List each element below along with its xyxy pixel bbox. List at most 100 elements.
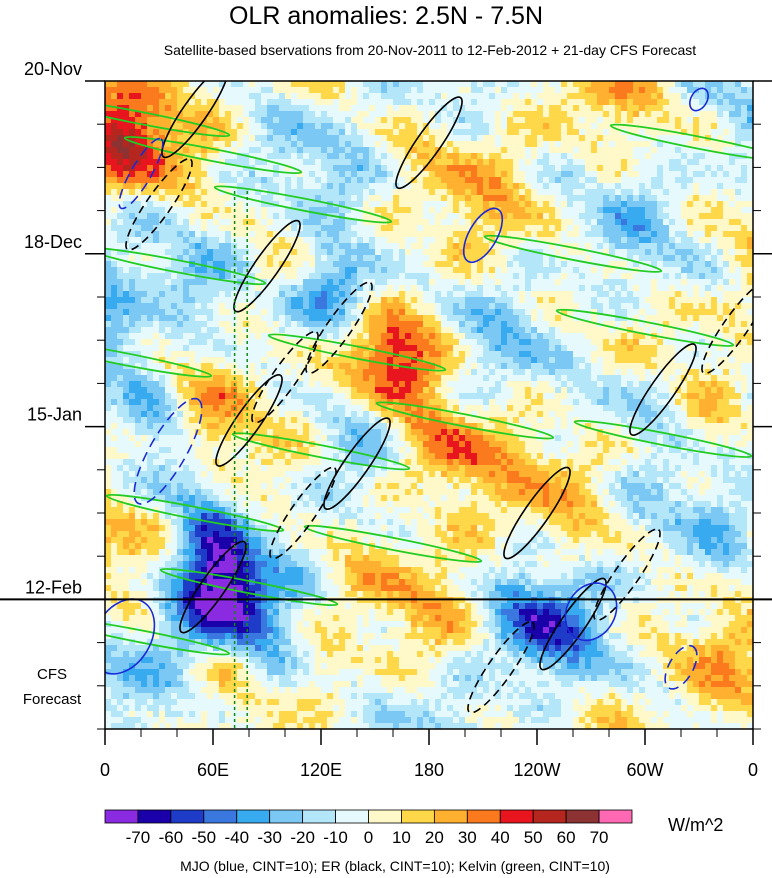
olr-cell [543, 315, 550, 322]
olr-cell [729, 303, 736, 310]
olr-cell [201, 201, 208, 208]
olr-cell [177, 93, 184, 100]
olr-cell [441, 267, 448, 274]
olr-cell [279, 249, 286, 256]
olr-cell [117, 291, 124, 298]
olr-cell [291, 183, 298, 190]
olr-cell [453, 285, 460, 292]
olr-cell [423, 219, 430, 226]
olr-cell [219, 93, 226, 100]
olr-cell [633, 261, 640, 268]
olr-cell [693, 219, 700, 226]
olr-cell [255, 99, 262, 106]
olr-cell [591, 111, 598, 118]
olr-cell [651, 327, 658, 334]
olr-cell [543, 321, 550, 328]
olr-cell [375, 183, 382, 190]
olr-cell [381, 111, 388, 118]
olr-cell [135, 297, 142, 304]
olr-cell [615, 177, 622, 184]
olr-cell [711, 153, 718, 160]
olr-cell [129, 123, 136, 130]
olr-cell [519, 309, 526, 316]
olr-cell [435, 225, 442, 232]
olr-cell [375, 165, 382, 172]
olr-cell [561, 213, 568, 220]
olr-cell [699, 273, 706, 280]
olr-cell [567, 309, 574, 316]
olr-cell [435, 261, 442, 268]
olr-cell [675, 255, 682, 262]
olr-cell [699, 327, 706, 334]
olr-cell [705, 339, 712, 346]
olr-cell [459, 123, 466, 130]
olr-cell [675, 87, 682, 94]
olr-cell [165, 93, 172, 100]
olr-cell [639, 165, 646, 172]
olr-cell [447, 219, 454, 226]
olr-cell [267, 195, 274, 202]
olr-cell [237, 291, 244, 298]
olr-cell [579, 327, 586, 334]
olr-cell [171, 213, 178, 220]
olr-cell [399, 273, 406, 280]
olr-cell [279, 111, 286, 118]
olr-cell [363, 255, 370, 262]
olr-cell [171, 351, 178, 358]
olr-cell [699, 177, 706, 184]
olr-cell [681, 117, 688, 124]
olr-cell [207, 93, 214, 100]
olr-cell [129, 225, 136, 232]
olr-cell [249, 93, 256, 100]
olr-cell [495, 255, 502, 262]
olr-cell [681, 171, 688, 178]
olr-cell [693, 303, 700, 310]
olr-cell [201, 87, 208, 94]
olr-cell [393, 93, 400, 100]
olr-cell [639, 183, 646, 190]
olr-cell [681, 165, 688, 172]
olr-cell [657, 93, 664, 100]
olr-cell [345, 195, 352, 202]
olr-cell [399, 225, 406, 232]
olr-cell [273, 243, 280, 250]
olr-cell [705, 189, 712, 196]
olr-cell [261, 93, 268, 100]
olr-cell [693, 297, 700, 304]
olr-cell [423, 105, 430, 112]
olr-cell [483, 291, 490, 298]
olr-cell [717, 147, 724, 154]
olr-cell [645, 303, 652, 310]
olr-cell [393, 129, 400, 136]
olr-cell [453, 105, 460, 112]
olr-cell [321, 285, 328, 292]
olr-cell [309, 273, 316, 280]
olr-cell [453, 183, 460, 190]
olr-cell [159, 261, 166, 268]
olr-cell [459, 327, 466, 334]
olr-cell [711, 201, 718, 208]
olr-cell [519, 297, 526, 304]
olr-cell [543, 165, 550, 172]
olr-cell [135, 147, 142, 154]
olr-cell [207, 87, 214, 94]
olr-cell [315, 129, 322, 136]
olr-cell [537, 279, 544, 286]
olr-cell [711, 93, 718, 100]
olr-cell [171, 225, 178, 232]
olr-cell [417, 171, 424, 178]
olr-cell [201, 165, 208, 172]
olr-cell [693, 159, 700, 166]
olr-cell [489, 291, 496, 298]
olr-cell [393, 141, 400, 148]
olr-cell [315, 309, 322, 316]
olr-cell [213, 219, 220, 226]
olr-cell [609, 117, 616, 124]
olr-cell [189, 267, 196, 274]
olr-cell [219, 345, 226, 352]
olr-cell [675, 315, 682, 322]
olr-cell [387, 243, 394, 250]
olr-cell [435, 153, 442, 160]
olr-cell [201, 81, 208, 88]
olr-cell [477, 351, 484, 358]
